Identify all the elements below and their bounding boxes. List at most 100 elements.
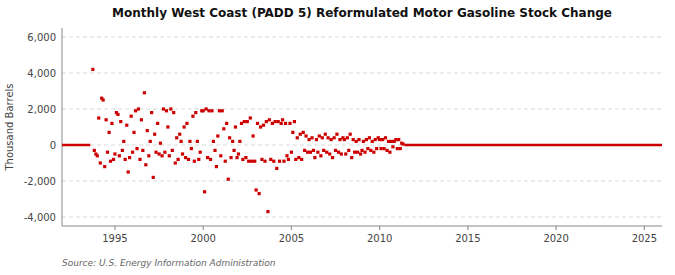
point — [387, 140, 390, 143]
point — [315, 138, 318, 141]
point — [183, 125, 186, 128]
chart: -4,000-2,00002,0004,0006,000199520002005… — [0, 0, 675, 275]
point — [247, 160, 250, 163]
point — [252, 134, 255, 137]
point — [91, 68, 94, 71]
point — [172, 111, 175, 114]
y-tick-label: 6,000 — [27, 32, 56, 43]
point — [108, 131, 111, 134]
point — [140, 118, 143, 121]
grid-line — [62, 37, 662, 38]
point — [293, 120, 296, 123]
point — [340, 152, 343, 155]
point — [171, 149, 174, 152]
point — [205, 107, 208, 110]
point — [185, 122, 188, 125]
x-tick-label: 1995 — [102, 233, 127, 244]
point — [255, 188, 258, 191]
point — [144, 163, 147, 166]
grid-line — [62, 73, 662, 74]
point — [312, 149, 315, 152]
y-tick-label: 4,000 — [27, 68, 56, 79]
point — [118, 154, 121, 157]
point — [379, 147, 382, 150]
point — [266, 210, 269, 213]
x-tick — [379, 226, 380, 230]
point — [134, 109, 137, 112]
point — [330, 138, 333, 141]
point — [318, 134, 321, 137]
point — [285, 154, 288, 157]
x-tick-label: 2025 — [632, 233, 657, 244]
x-tick — [291, 226, 292, 230]
x-tick-label: 2000 — [190, 233, 215, 244]
point — [131, 151, 134, 154]
x-tick — [114, 226, 115, 230]
point — [221, 109, 224, 112]
point — [175, 136, 178, 139]
point — [385, 149, 388, 152]
point — [105, 118, 108, 121]
point — [146, 129, 149, 132]
point — [307, 138, 310, 141]
point — [238, 140, 241, 143]
point — [102, 98, 105, 101]
point — [152, 176, 155, 179]
point — [397, 138, 400, 141]
point — [359, 152, 362, 155]
point — [206, 156, 209, 159]
y-tick-label: 0 — [50, 140, 56, 151]
point — [218, 109, 221, 112]
point — [333, 136, 336, 139]
point — [322, 149, 325, 152]
x-tick — [556, 226, 557, 230]
point — [280, 122, 283, 125]
x-tick — [644, 226, 645, 230]
point — [269, 158, 272, 161]
point — [193, 160, 196, 163]
point — [232, 149, 235, 152]
point — [366, 147, 369, 150]
x-tick — [467, 226, 468, 230]
point — [303, 149, 306, 152]
point — [309, 151, 312, 154]
point — [153, 133, 156, 136]
point — [310, 136, 313, 139]
point — [349, 133, 352, 136]
point — [335, 133, 338, 136]
point — [194, 111, 197, 114]
point — [299, 133, 302, 136]
point — [343, 138, 346, 141]
point — [109, 160, 112, 163]
point — [188, 140, 191, 143]
point — [258, 192, 261, 195]
point — [113, 152, 116, 155]
point — [338, 138, 341, 141]
point — [306, 151, 309, 154]
point — [165, 109, 168, 112]
grid-line — [62, 145, 662, 146]
point — [368, 136, 371, 139]
point — [256, 122, 259, 125]
point — [362, 140, 365, 143]
point — [135, 147, 138, 150]
point — [216, 134, 219, 137]
point — [328, 152, 331, 155]
point — [344, 152, 347, 155]
point — [181, 152, 184, 155]
zero-line — [62, 144, 90, 147]
point — [196, 140, 199, 143]
point — [352, 138, 355, 141]
point — [240, 122, 243, 125]
point — [321, 136, 324, 139]
point — [128, 156, 131, 159]
point — [360, 149, 363, 152]
point — [156, 122, 159, 125]
point — [259, 125, 262, 128]
point — [154, 151, 157, 154]
x-tick — [203, 226, 204, 230]
title: Monthly West Coast (PADD 5) Reformulated… — [112, 6, 612, 20]
point — [282, 160, 285, 163]
point — [334, 149, 337, 152]
point — [202, 109, 205, 112]
